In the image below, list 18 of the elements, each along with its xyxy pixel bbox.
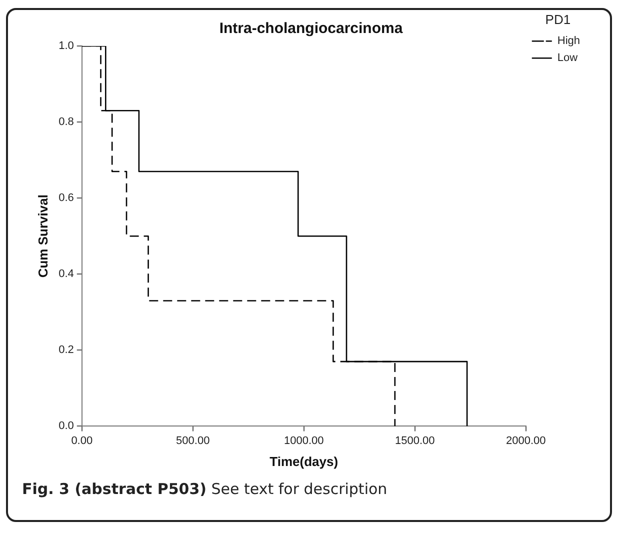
legend-title: PD1 — [545, 12, 571, 28]
x-axis-title: Time(days) — [270, 454, 338, 469]
x-tick-label: 1500.00 — [395, 434, 435, 447]
x-tick-label: 500.00 — [176, 434, 210, 447]
x-tick-label: 2000.00 — [506, 434, 546, 447]
y-tick-label: 0.4 — [58, 268, 74, 280]
y-axis-title: Cum Survival — [35, 194, 50, 278]
x-tick-label: 0.00 — [71, 434, 93, 447]
y-tick-label: 0.0 — [58, 420, 74, 432]
y-tick-label: 0.8 — [58, 116, 74, 128]
caption: Fig. 3 (abstract P503) See text for description — [22, 480, 388, 498]
legend-label: High — [557, 35, 580, 48]
chart-title: Intra-cholangiocarcinoma — [219, 20, 404, 38]
legend-label: Low — [557, 52, 578, 64]
y-tick-label: 1.0 — [58, 40, 74, 52]
x-tick-label: 1000.00 — [284, 434, 324, 447]
y-tick-label: 0.6 — [58, 192, 74, 204]
y-tick-label: 0.2 — [58, 344, 74, 356]
